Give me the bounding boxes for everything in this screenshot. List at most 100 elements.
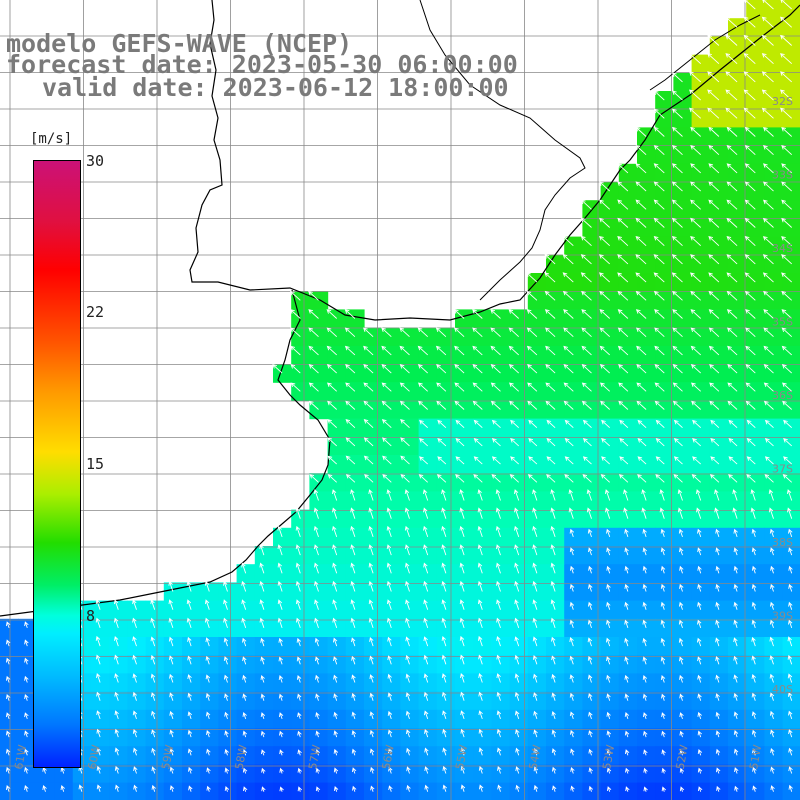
wind-arrow [5, 712, 11, 720]
wind-speed-cell [327, 564, 347, 583]
wind-speed-cell [364, 582, 383, 602]
wind-speed-cell [637, 746, 656, 765]
wind-arrow [751, 636, 756, 647]
wind-arrow [618, 364, 629, 374]
wind-arrow [563, 327, 574, 338]
wind-speed-cell [746, 637, 765, 656]
wind-arrow [568, 489, 574, 501]
wind-arrow [643, 786, 648, 792]
wind-arrow [417, 345, 429, 356]
wind-arrow [350, 507, 356, 519]
wind-arrow [528, 438, 538, 447]
wind-arrow [441, 544, 447, 556]
wind-arrow [442, 710, 447, 720]
wind-arrow [654, 327, 665, 338]
wind-arrow [636, 327, 647, 338]
wind-arrow [224, 786, 230, 792]
wind-arrow [600, 400, 611, 410]
wind-arrow [423, 654, 429, 665]
wind-speed-cell [327, 546, 347, 565]
wind-arrow [588, 748, 593, 756]
wind-arrow [619, 438, 629, 447]
wind-speed-cell [782, 746, 800, 765]
wind-speed-cell [364, 618, 383, 638]
wind-speed-cell [18, 637, 37, 656]
wind-arrow [752, 748, 757, 756]
wind-speed-cell [309, 764, 329, 784]
wind-speed-cell [564, 637, 583, 656]
wind-arrow [606, 656, 611, 665]
wind-speed-cell [746, 600, 765, 620]
wind-arrow [679, 547, 684, 556]
wind-arrow [636, 364, 647, 374]
wind-arrow [308, 400, 319, 410]
wind-arrow [725, 89, 738, 101]
wind-arrow [710, 438, 720, 447]
wind-speed-cell [327, 673, 347, 693]
wind-arrow [351, 767, 357, 774]
wind-arrow [690, 181, 702, 192]
wind-arrow [460, 691, 465, 701]
wind-speed-cell [291, 764, 310, 784]
wind-arrow [550, 562, 556, 574]
wind-speed-cell [163, 600, 183, 620]
wind-arrow [345, 474, 356, 483]
wind-arrow [314, 637, 320, 647]
wind-arrow [514, 617, 520, 629]
wind-speed-cell [618, 527, 638, 547]
wind-arrow [716, 785, 721, 792]
wind-arrow [295, 544, 301, 556]
wind-speed-cell [746, 564, 765, 583]
wind-arrow [733, 583, 739, 592]
wind-arrow [308, 364, 319, 374]
wind-arrow [770, 748, 775, 756]
wind-arrow [259, 617, 265, 629]
wind-arrow [745, 327, 756, 338]
wind-arrow [527, 364, 538, 374]
wind-arrow [599, 364, 611, 374]
wind-arrow [695, 489, 702, 501]
wind-arrow [544, 254, 556, 265]
wind-arrow [151, 710, 156, 720]
wind-arrow [405, 729, 411, 738]
wind-arrow [278, 675, 284, 683]
wind-speed-cell [782, 509, 800, 529]
wind-arrow [459, 617, 465, 629]
wind-speed-cell [345, 728, 365, 747]
wind-arrow [661, 749, 666, 756]
wind-arrow [780, 0, 793, 10]
wind-arrow [333, 786, 339, 792]
longitude-label: 52W [674, 744, 691, 771]
wind-arrow [691, 382, 702, 392]
wind-arrow [326, 345, 338, 356]
wind-speed-cell [691, 491, 711, 511]
wind-arrow [745, 345, 756, 356]
wind-arrow [400, 474, 410, 483]
wind-arrow [708, 181, 720, 192]
wind-arrow [459, 654, 465, 665]
wind-arrow [788, 747, 793, 756]
wind-arrow [5, 621, 11, 629]
wind-speed-cell [163, 728, 183, 747]
wind-arrow [624, 656, 629, 665]
wind-arrow [655, 419, 665, 429]
wind-arrow [783, 419, 793, 429]
wind-speed-cell [455, 655, 474, 674]
wind-speed-cell [273, 564, 292, 583]
wind-arrow [151, 747, 156, 756]
wind-speed-cell [600, 655, 620, 674]
wind-speed-cell [364, 691, 383, 711]
wind-arrow [496, 728, 502, 738]
wind-arrow [473, 474, 483, 483]
wind-arrow [618, 382, 629, 392]
wind-arrow [333, 730, 338, 738]
wind-arrow [569, 583, 575, 592]
wind-speed-cell [691, 691, 711, 711]
wind-arrow [496, 673, 501, 683]
wind-arrow [96, 784, 102, 792]
wind-arrow [744, 126, 756, 137]
wind-speed-cell [564, 600, 583, 620]
wind-arrow [635, 309, 647, 319]
wind-arrow [733, 674, 738, 683]
